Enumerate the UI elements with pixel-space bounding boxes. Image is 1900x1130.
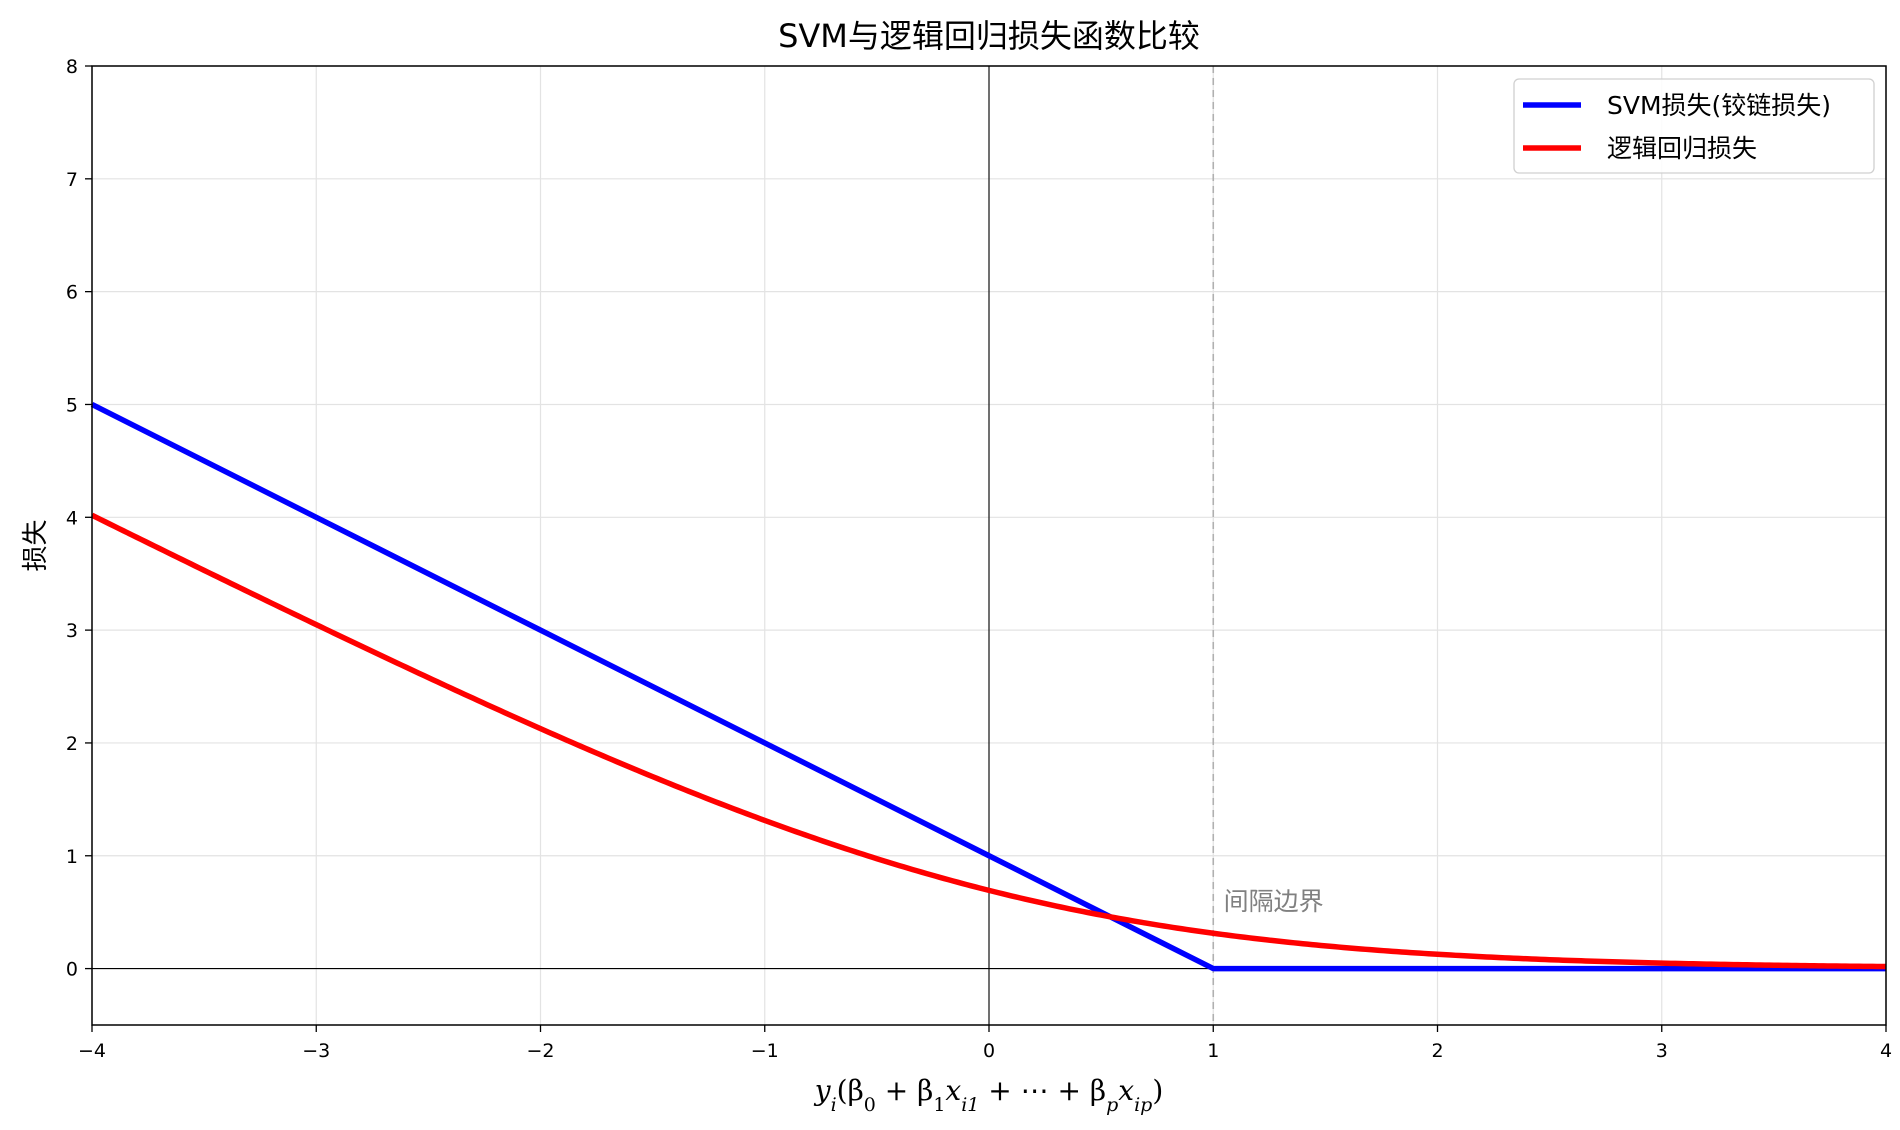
logistic-loss-line <box>90 512 1887 970</box>
x-tick-label: −4 <box>78 1040 106 1062</box>
y-tick-label: 4 <box>66 507 78 529</box>
y-tick-label: 1 <box>66 846 78 868</box>
x-tick-label: 2 <box>1431 1040 1443 1062</box>
x-tick-label: 0 <box>983 1040 995 1062</box>
x-tick-label: 4 <box>1880 1040 1892 1062</box>
y-tick-label: 6 <box>66 282 78 304</box>
y-tick-label: 0 <box>66 959 78 981</box>
x-tick-label: −3 <box>302 1040 330 1062</box>
annotations: 间隔边界 <box>1224 887 1324 916</box>
legend-label: 逻辑回归损失 <box>1607 134 1757 163</box>
series <box>90 402 1887 972</box>
x-tick-label: −2 <box>526 1040 554 1062</box>
x-tick-label: 1 <box>1207 1040 1219 1062</box>
y-tick-label: 5 <box>66 394 78 416</box>
svm-hinge-loss-line <box>90 402 1886 972</box>
y-tick-label: 8 <box>66 56 78 78</box>
legend-label: SVM损失(铰链损失) <box>1607 91 1831 120</box>
x-tick-label: −1 <box>751 1040 779 1062</box>
legend-box <box>1513 78 1875 174</box>
ticks: −4 −3 −2 −1 0 1 2 3 4 0 1 2 3 4 5 6 7 8 <box>66 56 1892 1062</box>
legend: SVM损失(铰链损失) 逻辑回归损失 <box>1513 78 1875 174</box>
chart-title: SVM与逻辑回归损失函数比较 <box>778 17 1200 55</box>
y-tick-label: 3 <box>66 620 78 642</box>
annotation-margin-boundary: 间隔边界 <box>1224 887 1324 916</box>
y-tick-label: 2 <box>66 733 78 755</box>
y-tick-label: 7 <box>66 169 78 191</box>
x-axis-label: yi(β0 + β1xi1 + ⋯ + βpxip) <box>813 1074 1164 1116</box>
y-axis-label: 损失 <box>21 519 51 571</box>
x-tick-label: 3 <box>1656 1040 1668 1062</box>
